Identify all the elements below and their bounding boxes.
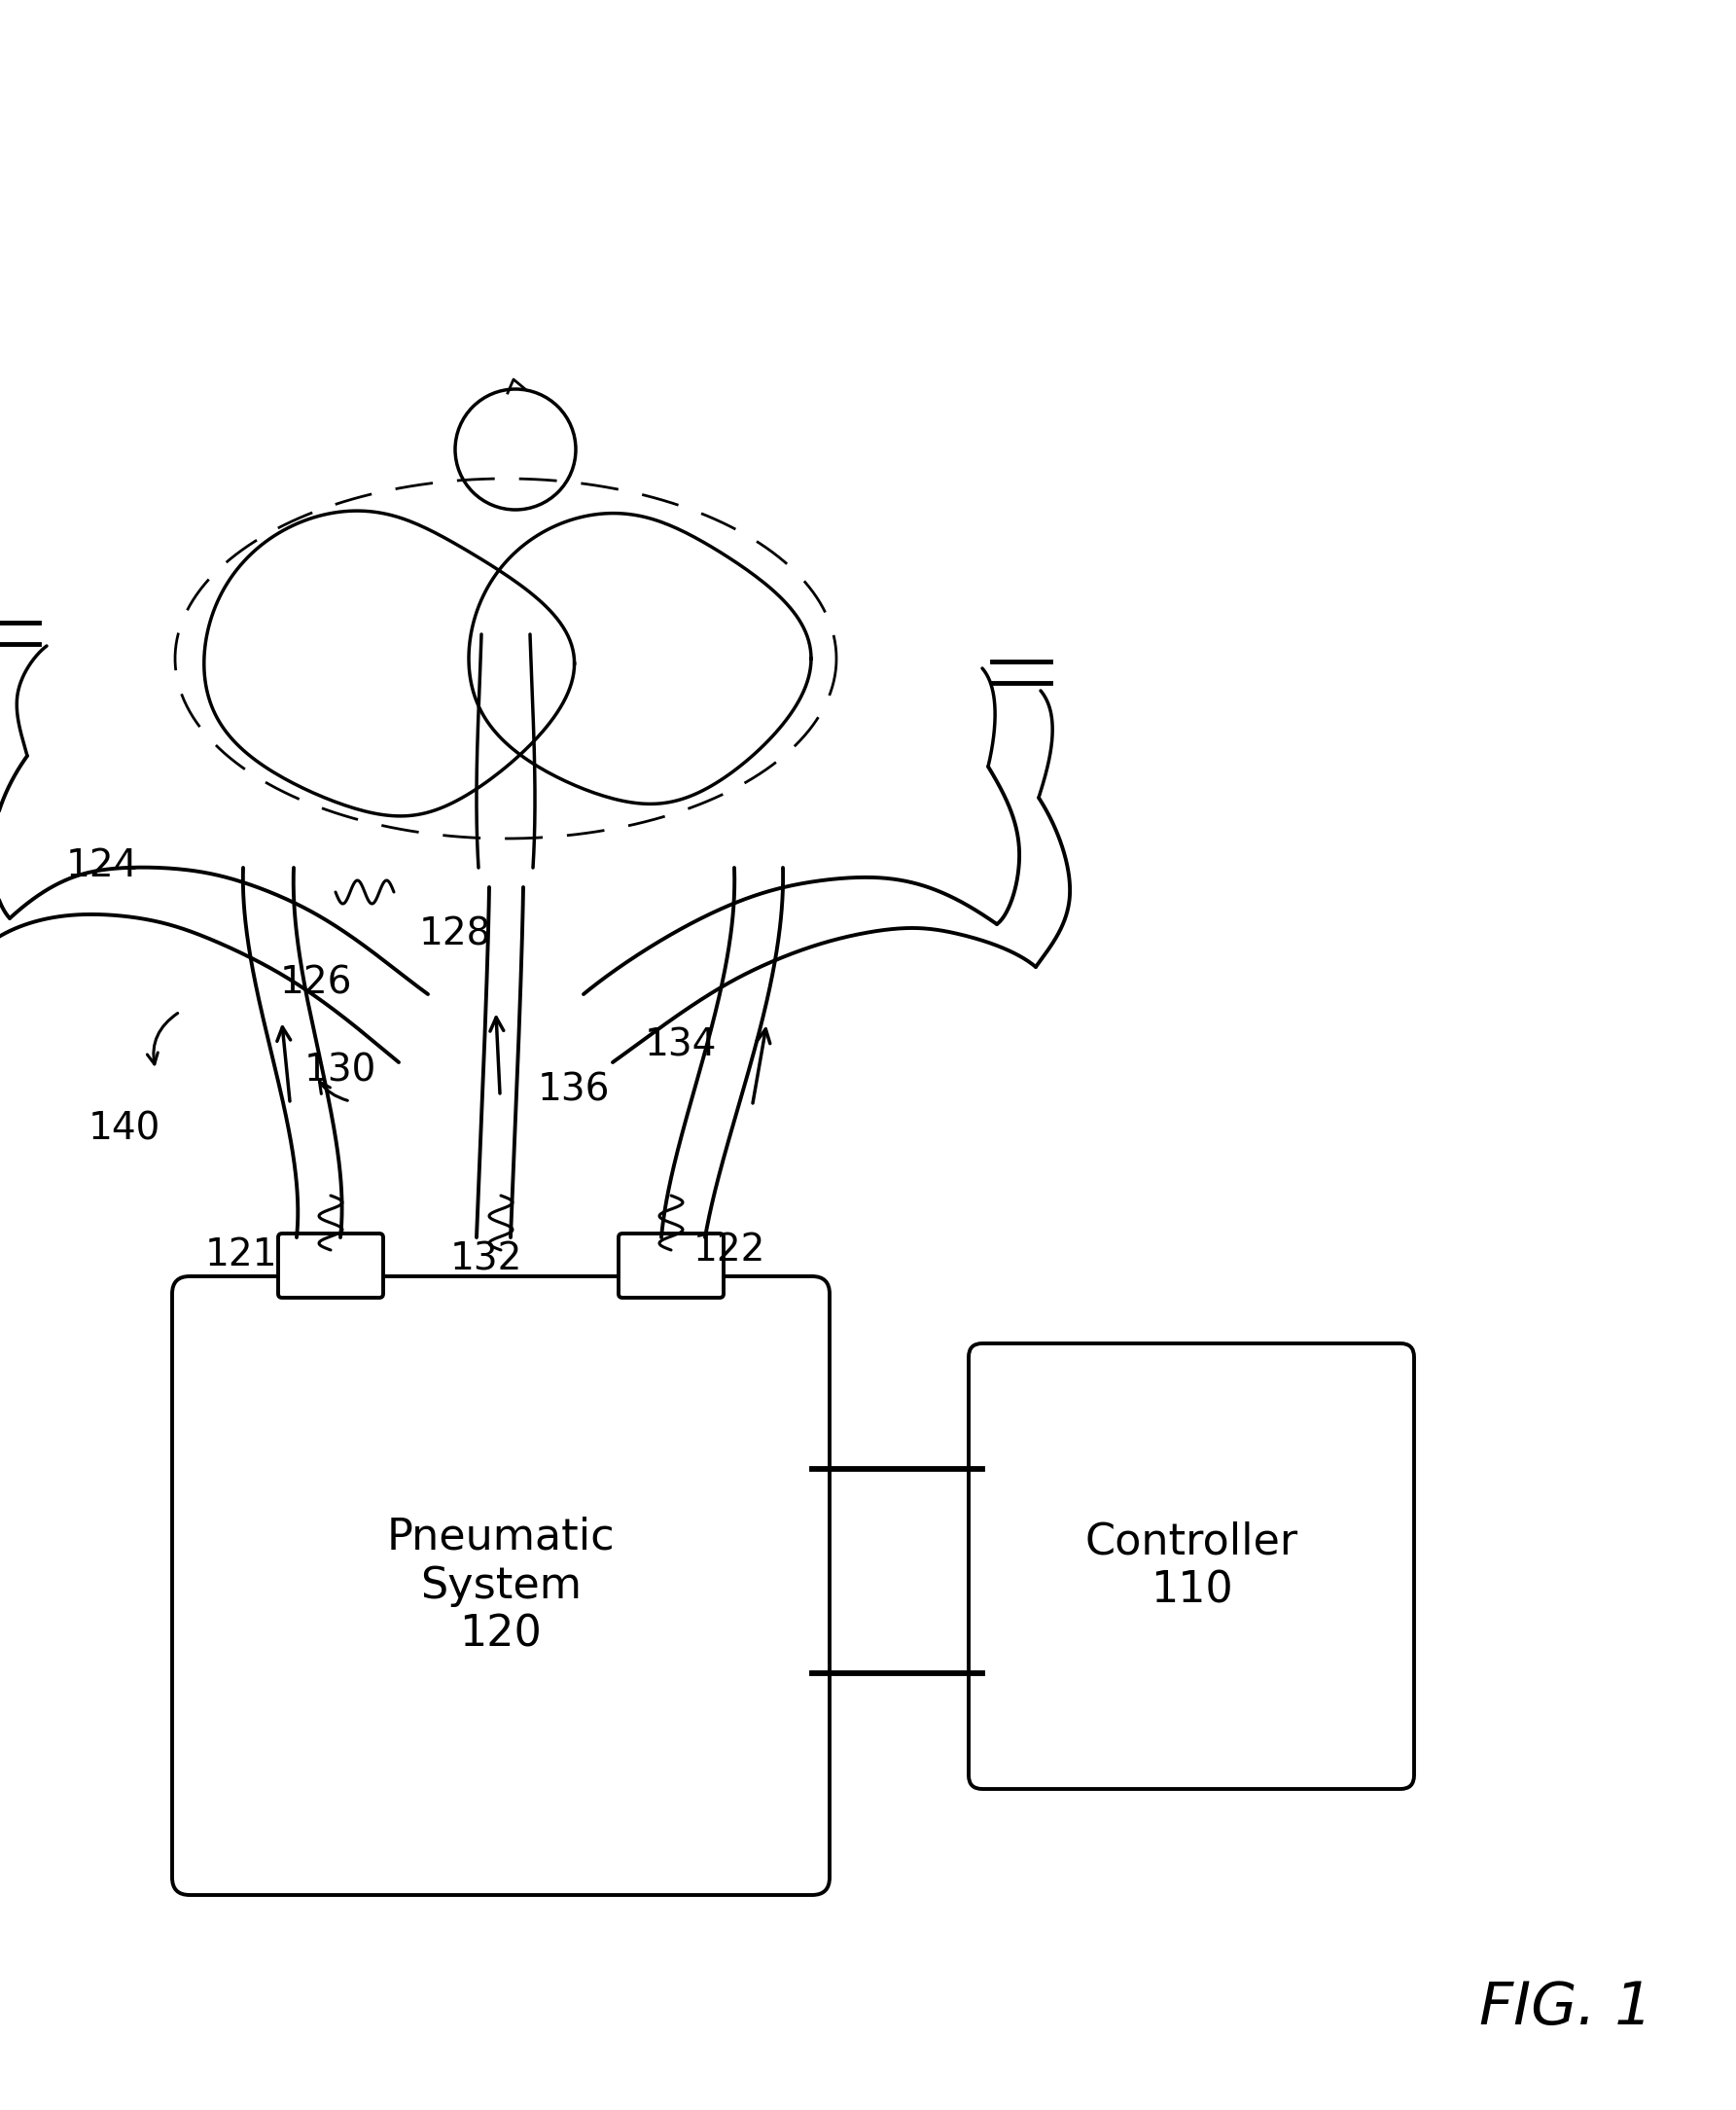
- Text: Controller
110: Controller 110: [1085, 1521, 1299, 1612]
- FancyBboxPatch shape: [618, 1234, 724, 1298]
- Text: 124: 124: [66, 848, 139, 884]
- Text: 126: 126: [279, 964, 352, 1000]
- Text: 140: 140: [89, 1110, 161, 1148]
- FancyBboxPatch shape: [172, 1277, 830, 1895]
- Text: Pneumatic
System
120: Pneumatic System 120: [387, 1517, 615, 1654]
- Text: FIG. 1: FIG. 1: [1479, 1979, 1653, 2038]
- Text: 128: 128: [418, 916, 491, 952]
- Text: 136: 136: [538, 1072, 609, 1108]
- Text: 130: 130: [304, 1051, 377, 1089]
- Text: 134: 134: [644, 1028, 717, 1063]
- Text: 122: 122: [693, 1232, 766, 1268]
- Text: 121: 121: [205, 1236, 278, 1274]
- FancyBboxPatch shape: [969, 1344, 1415, 1789]
- FancyBboxPatch shape: [278, 1234, 384, 1298]
- Text: 132: 132: [450, 1241, 523, 1279]
